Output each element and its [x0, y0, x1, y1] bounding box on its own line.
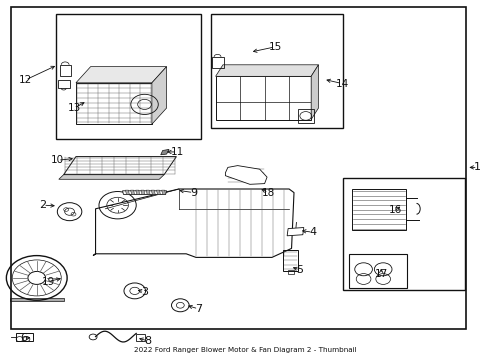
Polygon shape: [59, 175, 164, 179]
Text: 16: 16: [389, 204, 403, 215]
Polygon shape: [93, 189, 294, 257]
Polygon shape: [125, 190, 129, 194]
Bar: [288, 270, 294, 274]
Text: 14: 14: [335, 78, 349, 89]
Bar: [76, 83, 152, 124]
Bar: [343, 178, 465, 290]
Text: 8: 8: [145, 336, 151, 346]
Text: 13: 13: [68, 103, 81, 113]
Polygon shape: [156, 190, 160, 194]
Text: 12: 12: [19, 75, 32, 85]
Text: 11: 11: [171, 147, 184, 157]
Polygon shape: [131, 190, 135, 194]
Polygon shape: [146, 190, 150, 194]
Bar: [16, 333, 33, 341]
Text: 1: 1: [474, 162, 481, 172]
Bar: [216, 76, 311, 120]
Text: 2022 Ford Ranger Blower Motor & Fan Diagram 2 - Thumbnail: 2022 Ford Ranger Blower Motor & Fan Diag…: [134, 347, 356, 353]
Polygon shape: [152, 67, 167, 124]
Text: 7: 7: [195, 304, 202, 314]
Bar: [56, 14, 201, 139]
Bar: [11, 7, 466, 329]
Bar: [298, 109, 314, 123]
Polygon shape: [151, 190, 155, 194]
Polygon shape: [64, 157, 176, 175]
Bar: [136, 334, 145, 341]
Text: 4: 4: [309, 227, 316, 237]
Polygon shape: [162, 190, 166, 194]
Polygon shape: [161, 149, 169, 155]
Polygon shape: [10, 298, 64, 301]
Polygon shape: [141, 190, 145, 194]
Bar: [349, 254, 407, 288]
Polygon shape: [76, 67, 167, 83]
Bar: [60, 65, 71, 76]
Text: 5: 5: [296, 265, 303, 275]
Text: 17: 17: [374, 269, 388, 279]
Text: 10: 10: [51, 155, 64, 165]
Bar: [283, 250, 298, 271]
Polygon shape: [225, 166, 267, 184]
Polygon shape: [122, 191, 167, 194]
Text: 6: 6: [20, 333, 27, 343]
Bar: [58, 80, 70, 88]
Polygon shape: [287, 228, 304, 236]
Text: 9: 9: [190, 188, 197, 198]
Polygon shape: [136, 190, 140, 194]
Text: 2: 2: [40, 200, 47, 210]
Polygon shape: [311, 65, 318, 120]
Bar: [352, 189, 406, 230]
Text: 18: 18: [262, 188, 275, 198]
Bar: [212, 57, 224, 68]
Bar: [211, 14, 343, 128]
Text: 15: 15: [269, 42, 282, 52]
Polygon shape: [216, 65, 318, 76]
Text: 19: 19: [41, 276, 55, 287]
Text: 3: 3: [141, 287, 148, 297]
